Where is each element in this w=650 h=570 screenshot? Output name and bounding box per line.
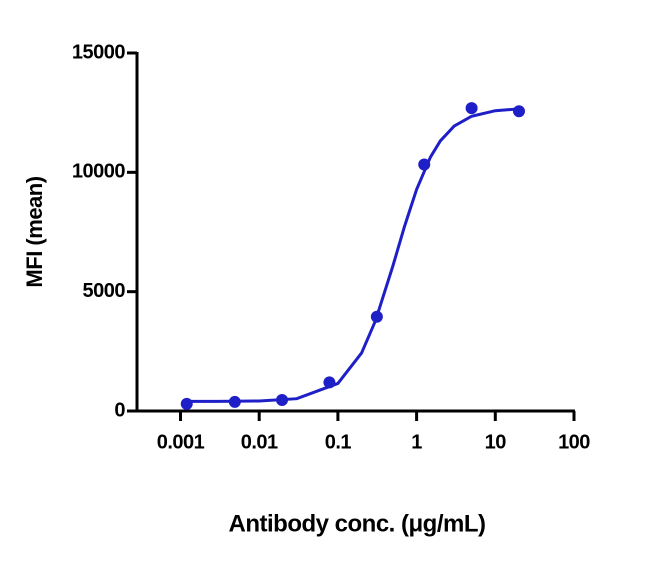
data-point: [228, 395, 241, 408]
data-point: [180, 397, 193, 410]
x-tick-label: 0.001: [157, 431, 205, 453]
x-axis-label: Antibody conc. (μg/mL): [229, 510, 486, 537]
data-point: [465, 102, 478, 115]
x-tick-label: 100: [558, 431, 590, 453]
y-tick-label: 0: [114, 399, 125, 421]
y-axis-label: MFI (mean): [22, 176, 47, 287]
data-point: [323, 376, 336, 389]
y-tick-label: 5000: [83, 280, 126, 302]
data-point: [370, 310, 383, 323]
data-point: [512, 105, 525, 118]
x-tick-label: 10: [485, 431, 507, 453]
data-point: [418, 158, 431, 171]
fit-curve: [186, 107, 520, 403]
data-point: [276, 394, 289, 407]
x-tick-label: 0.1: [325, 431, 352, 453]
x-tick-label: 0.01: [241, 431, 278, 453]
x-tick-label: 1: [411, 431, 422, 453]
y-tick-label: 15000: [72, 41, 125, 63]
y-tick-label: 10000: [72, 161, 125, 183]
